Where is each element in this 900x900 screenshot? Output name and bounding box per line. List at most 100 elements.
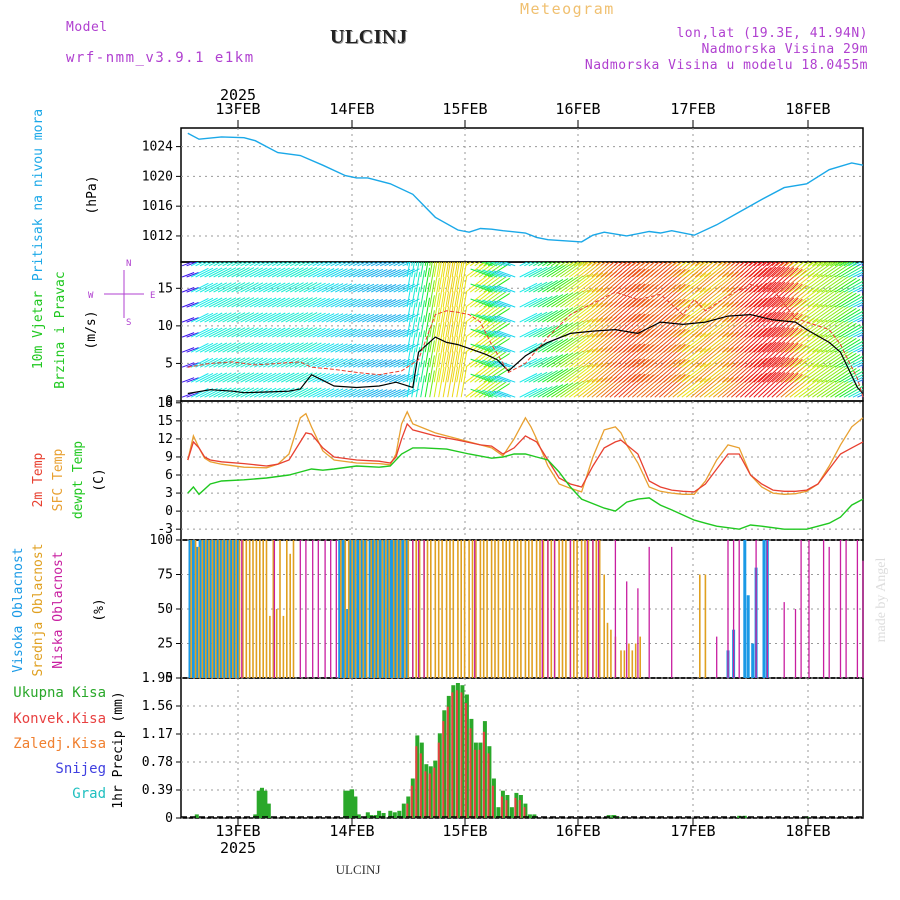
wind-ytick-label: 0 [165, 394, 173, 409]
wind-arrow [658, 359, 686, 383]
wind-arrow [208, 282, 228, 293]
wind-arrow [357, 298, 375, 308]
wind-arrow [334, 388, 353, 398]
wind-arrow [794, 348, 819, 368]
wind-arrow [852, 286, 863, 293]
wind-arrow [775, 313, 803, 338]
wind-arrow [663, 262, 669, 267]
wind-arrow [537, 262, 546, 267]
wind-arrow [703, 262, 710, 267]
wind-arrow [447, 262, 454, 293]
wind-arrow [285, 312, 304, 323]
wind-arrow [703, 347, 730, 368]
wind-arrow [384, 283, 402, 293]
wind-arrow [415, 271, 421, 293]
wind-arrow [483, 321, 507, 338]
wind-arrow [476, 314, 498, 323]
wind-arrow [307, 387, 326, 398]
wind-arrow [798, 334, 823, 353]
wind-arrow [663, 314, 690, 338]
wind-arrow [771, 267, 799, 293]
wind-arrow [388, 298, 406, 308]
wind-arrow [852, 262, 862, 267]
wind-arrow [199, 282, 218, 293]
wind-arrow [231, 357, 250, 368]
wind-arrow [839, 278, 861, 293]
wind-arrow [325, 262, 335, 267]
wind-arrow [235, 372, 255, 383]
wind-arrow [622, 268, 650, 293]
wind-arrow [442, 336, 450, 368]
wind-arrow [231, 282, 250, 293]
mid-cloud-label: Srednja Oblacnost [31, 543, 46, 676]
wind-arrow [348, 262, 358, 267]
wind-arrow [595, 262, 602, 267]
wind-arrow [690, 262, 710, 278]
wind-arrow [488, 375, 507, 383]
wind-arrow [685, 262, 707, 278]
wind-arrow [861, 264, 863, 267]
wind-arrow [384, 262, 394, 267]
wind-arrow [830, 336, 853, 353]
wind-arrow [226, 312, 246, 323]
wind-arrow [524, 342, 543, 353]
wind-arrow [321, 328, 339, 338]
wind-arrow [267, 342, 286, 353]
wind-arrow [343, 343, 361, 353]
wind-arrow [757, 262, 776, 278]
wind-arrow [681, 318, 707, 338]
wind-arrow [249, 262, 259, 267]
wind-arrow [352, 268, 370, 278]
wind-arrow [240, 262, 249, 267]
wind-arrow [493, 375, 511, 383]
wind-arrow [564, 274, 589, 293]
wind-arrow [420, 375, 425, 398]
wind-arrow [766, 267, 795, 293]
wind-arrow [456, 262, 460, 278]
wind-arrow [348, 313, 366, 323]
wind-arrow [460, 351, 468, 383]
wind-arrow [442, 366, 450, 398]
precip-bar [523, 807, 526, 818]
wind-arrow [830, 262, 837, 267]
wind-arrow [465, 262, 472, 267]
wind-arrow [456, 351, 463, 383]
wind-arrow [429, 265, 435, 293]
wind-arrow [316, 358, 335, 368]
wind-arrow [325, 313, 344, 323]
wind-arrow [582, 332, 608, 353]
precip-bar [194, 814, 199, 818]
wind-arrow [411, 272, 416, 293]
wind-arrow [519, 312, 538, 323]
wind-arrow [582, 286, 608, 308]
wind-arrow [379, 314, 397, 323]
wind-arrow [370, 262, 381, 267]
wind-arrow [361, 374, 379, 383]
wind-arrow [217, 327, 237, 338]
wind-arrow [681, 333, 707, 353]
wind-arrow [533, 265, 553, 278]
wind-arrow [460, 306, 468, 338]
wind-arrow [524, 297, 543, 308]
wind-arrow [480, 262, 493, 267]
precip-bar [365, 812, 370, 818]
wind-arrow [217, 262, 227, 267]
wind-arrow [640, 262, 660, 278]
wind-arrow [397, 262, 408, 267]
wind-arrow [852, 376, 863, 383]
wind-arrow [195, 282, 214, 293]
wind-arrow [393, 313, 411, 323]
wind-arrow [276, 342, 295, 353]
wind-arrow [442, 262, 445, 266]
wind-arrow [470, 298, 493, 308]
wind-arrow [861, 321, 863, 323]
wind-arrow [775, 283, 803, 308]
wind-arrow [744, 327, 772, 353]
wind-arrow [654, 344, 682, 368]
wind-arrow [748, 262, 767, 278]
sfc-temp-line [187, 410, 864, 495]
precip-bar [350, 789, 355, 818]
wind-arrow [352, 343, 370, 353]
wind-arrow [321, 313, 339, 323]
wind-arrow [294, 327, 313, 338]
